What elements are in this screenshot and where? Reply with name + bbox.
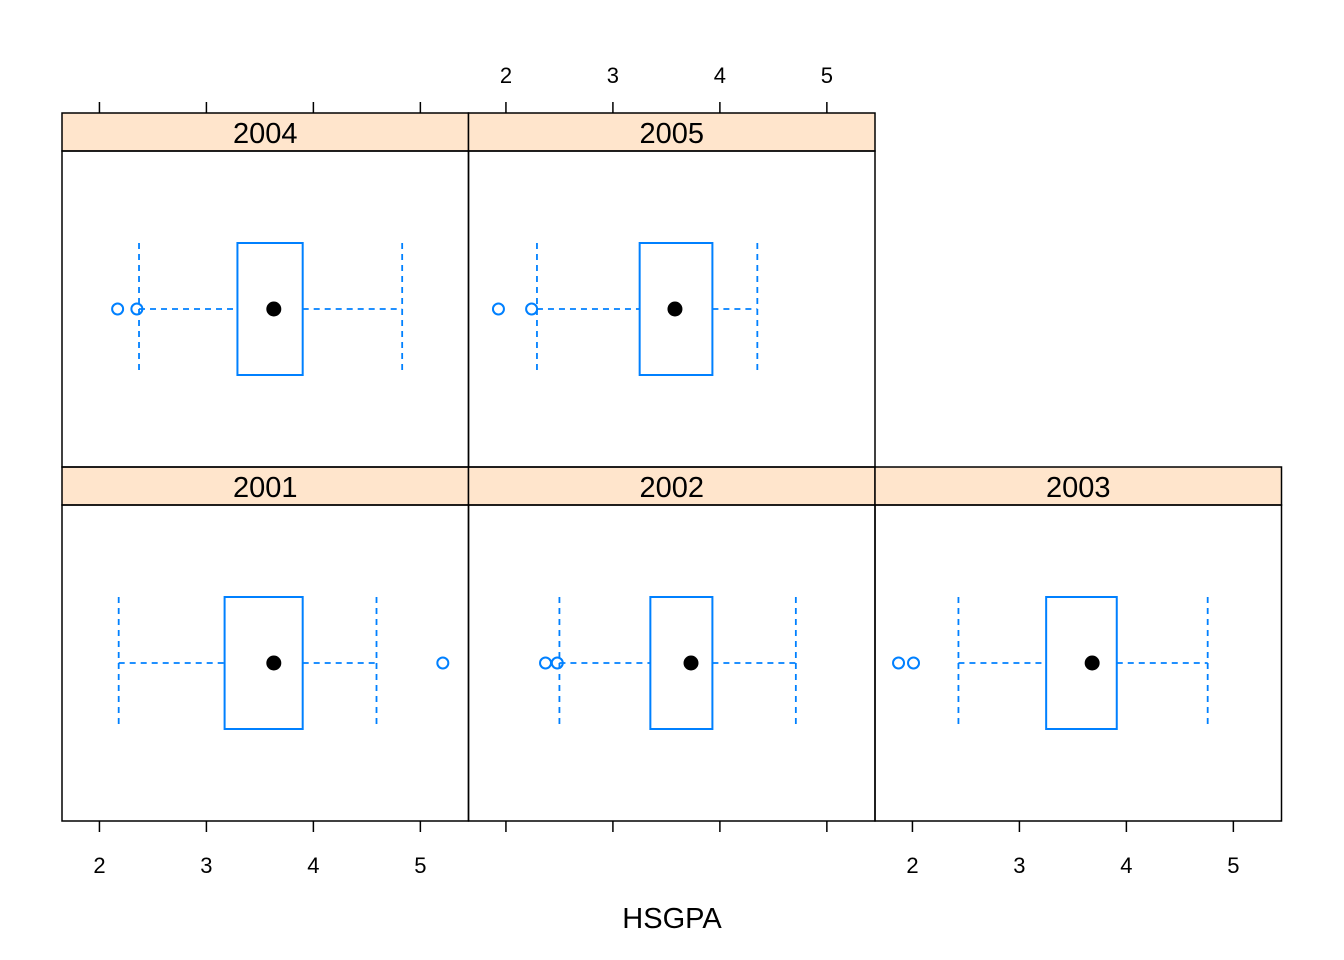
box-2001 bbox=[223, 596, 304, 730]
x-tick-label-bottom-2-2: 4 bbox=[1120, 853, 1132, 878]
x-tick-label-bottom-0-3: 5 bbox=[414, 853, 426, 878]
x-axis-title: HSGPA bbox=[622, 903, 722, 935]
median-dot-2002 bbox=[683, 655, 699, 671]
outlier-2001-0 bbox=[436, 656, 450, 670]
strip-label-2003: 2003 bbox=[1046, 472, 1111, 504]
panel-2004: 2004 bbox=[61, 112, 470, 468]
panel-frame-2002 bbox=[467, 504, 876, 822]
median-dot-2005 bbox=[667, 301, 683, 317]
median-dot-2004 bbox=[266, 301, 282, 317]
strip-label-2001: 2001 bbox=[233, 472, 298, 504]
panel-2001: 2001 bbox=[61, 466, 470, 822]
box-2002 bbox=[649, 596, 714, 730]
x-tick-label-bottom-2-0: 2 bbox=[906, 853, 918, 878]
strip-label-2002: 2002 bbox=[639, 472, 704, 504]
median-dot-2001 bbox=[266, 655, 282, 671]
x-tick-label-top-1-1: 3 bbox=[607, 63, 619, 88]
strip-2001 bbox=[61, 466, 470, 506]
box-2004 bbox=[236, 242, 304, 376]
x-tick-label-top-1-0: 2 bbox=[500, 63, 512, 88]
x-tick-label-bottom-0-1: 3 bbox=[200, 853, 212, 878]
outlier-2002-0 bbox=[539, 656, 553, 670]
panels-layer: 2001 2002 2003 2004 2005 bbox=[61, 112, 1283, 822]
strip-label-2005: 2005 bbox=[639, 118, 704, 150]
median-dot-2003 bbox=[1084, 655, 1100, 671]
x-tick-label-bottom-2-1: 3 bbox=[1013, 853, 1025, 878]
strip-2005 bbox=[467, 112, 876, 152]
outlier-2002-1 bbox=[550, 656, 564, 670]
outlier-2005-1 bbox=[525, 302, 539, 316]
panel-2003: 2003 bbox=[874, 466, 1283, 822]
x-tick-label-bottom-2-3: 5 bbox=[1227, 853, 1239, 878]
panel-2005: 2005 bbox=[467, 112, 876, 468]
x-tick-label-bottom-0-0: 2 bbox=[93, 853, 105, 878]
strip-2004 bbox=[61, 112, 470, 152]
x-tick-label-bottom-0-2: 4 bbox=[307, 853, 319, 878]
x-tick-label-top-1-3: 5 bbox=[821, 63, 833, 88]
outlier-2003-0 bbox=[892, 656, 906, 670]
panel-frame-2005 bbox=[467, 150, 876, 468]
panel-2002: 2002 bbox=[467, 466, 876, 822]
box-2003 bbox=[1045, 596, 1118, 730]
strip-label-2004: 2004 bbox=[233, 118, 298, 150]
box-2005 bbox=[638, 242, 714, 376]
outlier-2004-0 bbox=[111, 302, 125, 316]
outlier-2003-1 bbox=[907, 656, 921, 670]
panel-frame-2003 bbox=[874, 504, 1283, 822]
axes-layer: 2 3 4 5 2 3 4 5 2 3 4 5 bbox=[93, 63, 1239, 878]
x-tick-label-top-1-2: 4 bbox=[714, 63, 726, 88]
outlier-2004-1 bbox=[130, 302, 144, 316]
outlier-2005-0 bbox=[491, 302, 505, 316]
